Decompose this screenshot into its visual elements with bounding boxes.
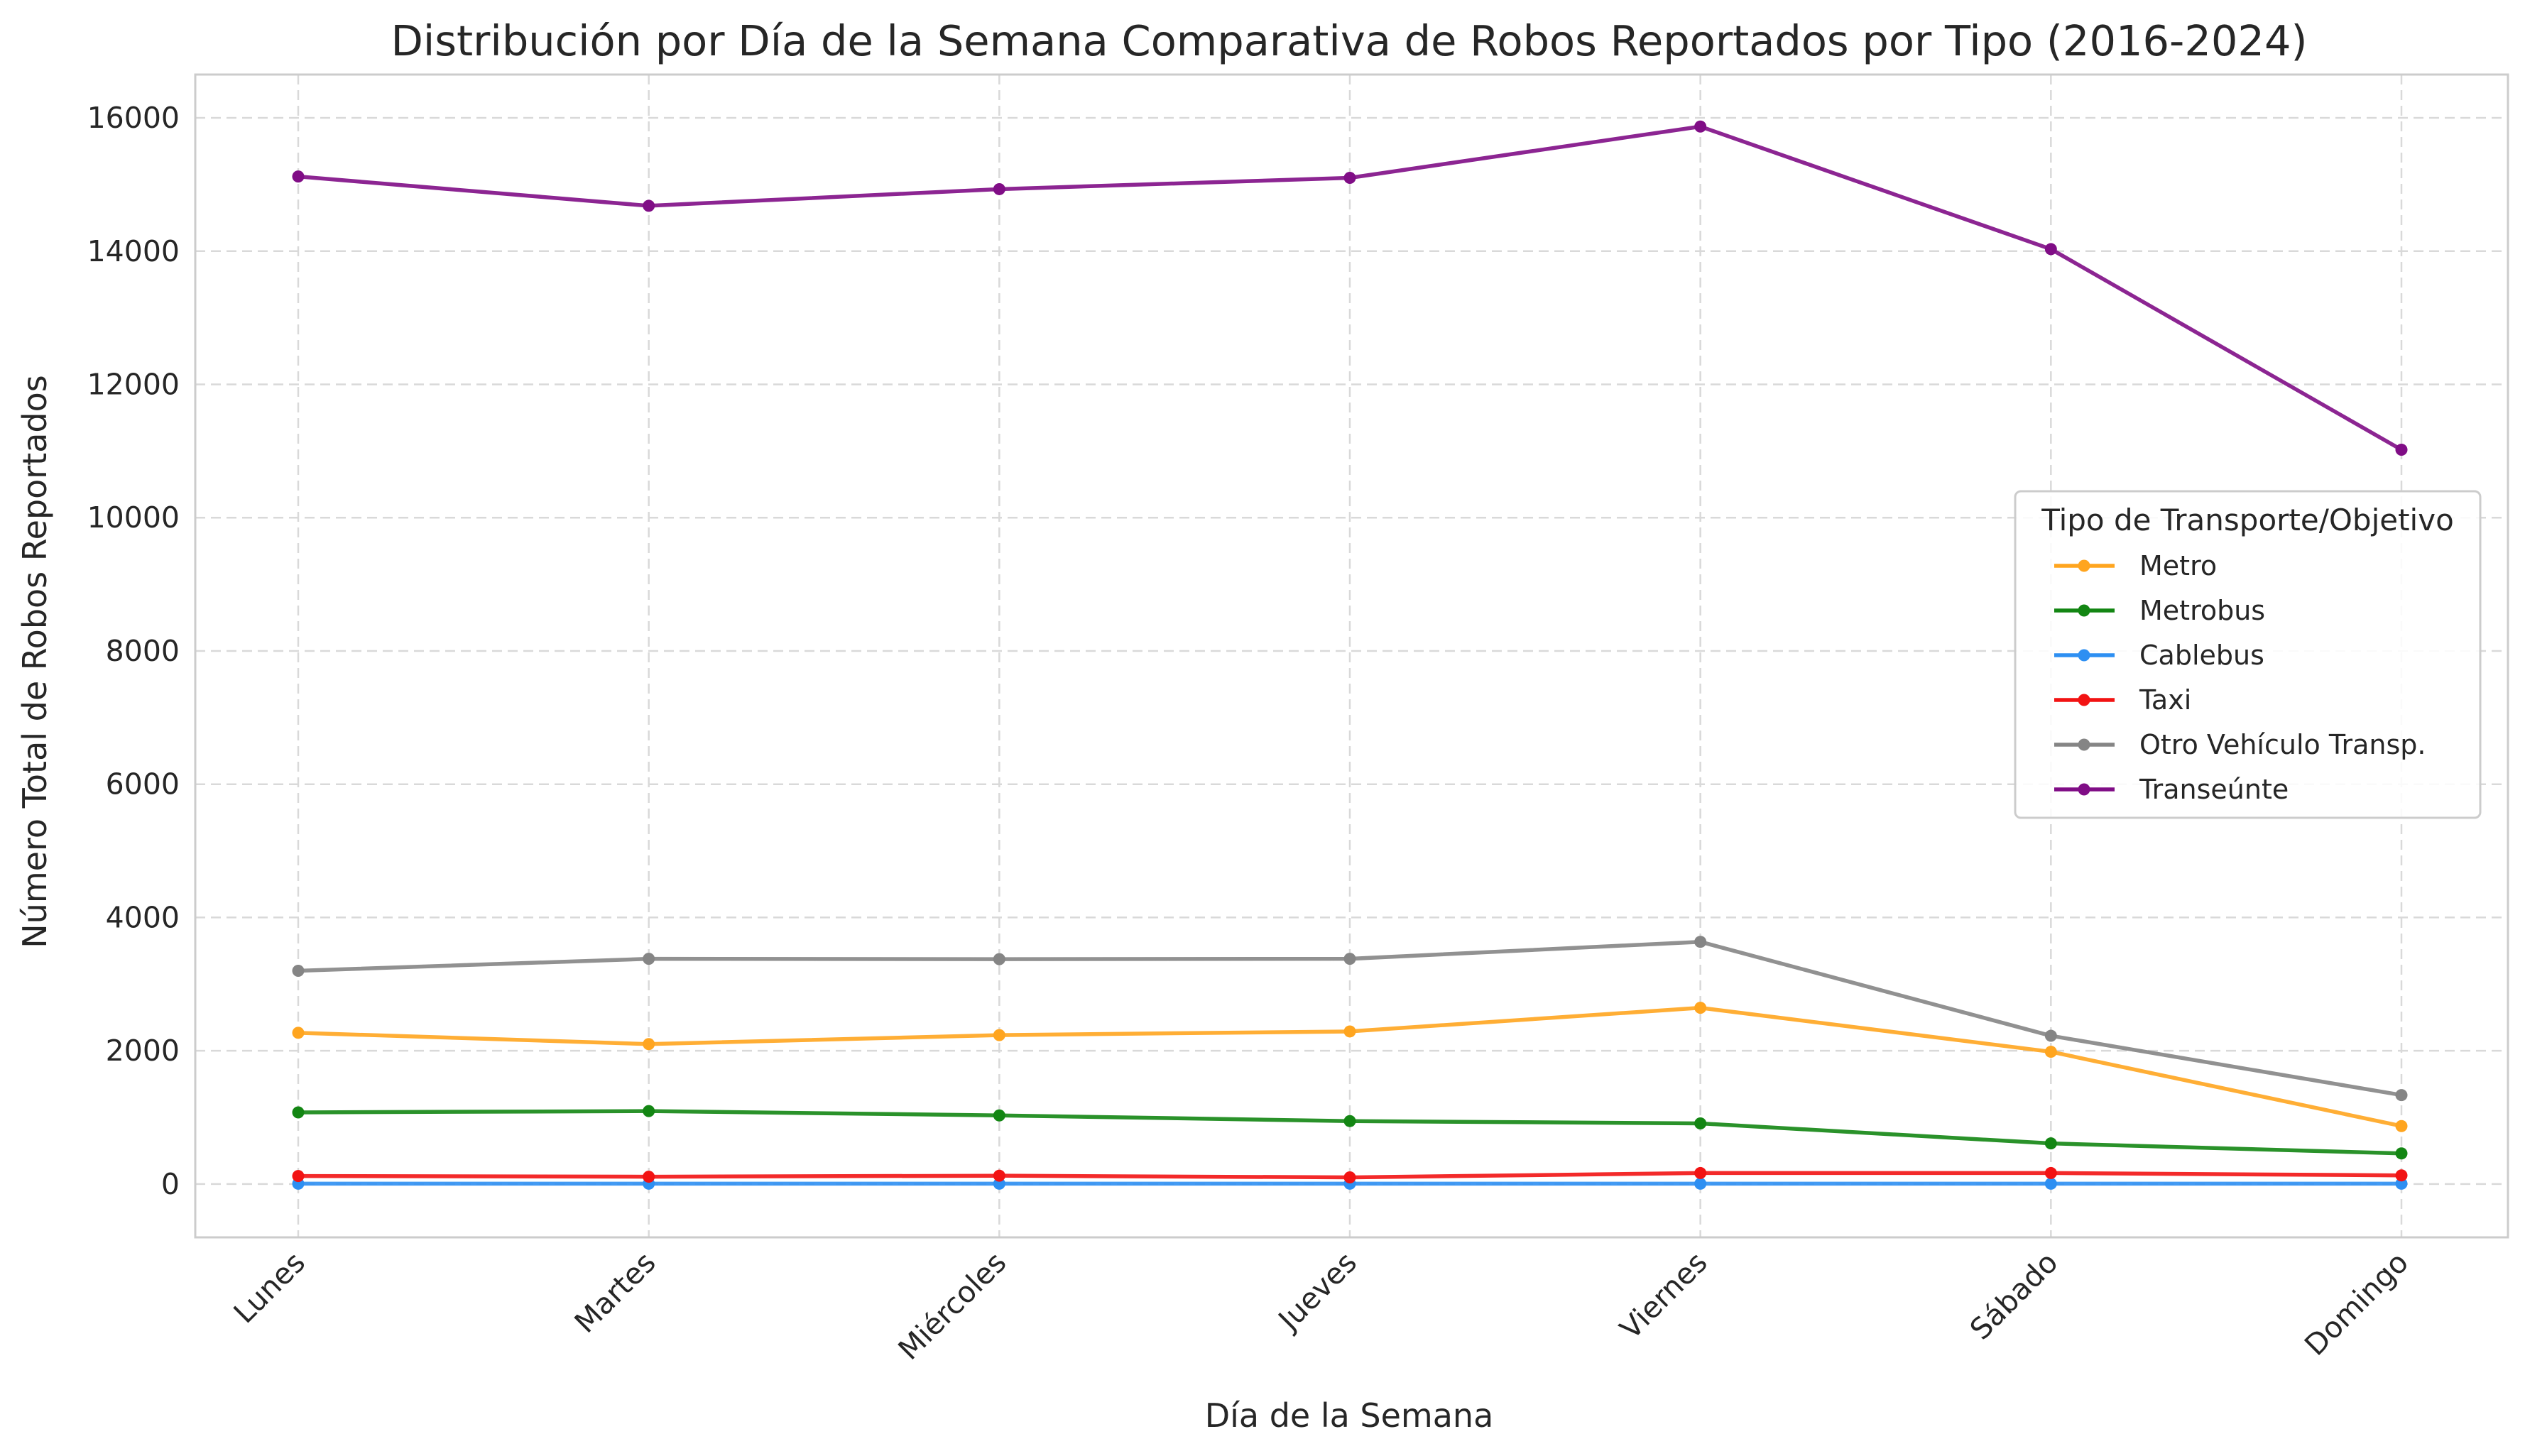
data-point: [993, 953, 1005, 965]
plot-frame: [194, 73, 2509, 1239]
data-point: [292, 1027, 305, 1039]
legend-label: Transeúnte: [2139, 774, 2289, 805]
data-point: [2395, 1120, 2408, 1132]
data-point: [643, 1105, 655, 1117]
y-axis-label: Número Total de Robos Reportados: [16, 375, 54, 948]
legend-label: Otro Vehículo Transp.: [2139, 729, 2426, 760]
legend-swatch-marker: [2078, 783, 2090, 796]
chart-title: Distribución por Día de la Semana Compar…: [391, 16, 2307, 65]
series-metro: [292, 1002, 2408, 1132]
data-point: [993, 1029, 1005, 1041]
legend-item: Otro Vehículo Transp.: [2054, 729, 2426, 760]
data-point: [1343, 1025, 1356, 1038]
legend-swatch-marker: [2078, 604, 2090, 617]
data-point: [643, 1038, 655, 1051]
y-tick-label: 6000: [106, 767, 180, 801]
data-point: [2044, 1046, 2057, 1058]
data-point: [1694, 936, 1707, 948]
data-point: [993, 1169, 1005, 1182]
legend-title: Tipo de Transporte/Objetivo: [2041, 503, 2454, 537]
data-point: [292, 965, 305, 978]
data-point: [1343, 171, 1356, 184]
data-point: [643, 199, 655, 212]
legend-item: Metrobus: [2054, 595, 2265, 626]
data-point: [2044, 1029, 2057, 1042]
data-point: [1343, 1171, 1356, 1184]
data-point: [2044, 1177, 2057, 1190]
legend-swatch-marker: [2078, 649, 2090, 662]
data-point: [292, 1170, 305, 1183]
legend-swatch-marker: [2078, 694, 2090, 706]
y-tick-label: 12000: [87, 367, 180, 401]
y-tick-label: 10000: [87, 500, 180, 535]
data-point: [2395, 1169, 2408, 1182]
data-point: [2044, 1166, 2057, 1179]
legend-item: Taxi: [2054, 684, 2191, 716]
data-point: [1694, 120, 1707, 133]
y-tick-label: 8000: [106, 634, 180, 668]
legend-item: Metro: [2054, 550, 2217, 581]
y-tick-label: 4000: [106, 900, 180, 934]
data-point: [2395, 1089, 2408, 1102]
y-tick-label: 0: [161, 1167, 180, 1201]
data-point: [1694, 1166, 1707, 1179]
legend-label: Metrobus: [2139, 595, 2265, 626]
data-point: [292, 1106, 305, 1119]
legend-label: Metro: [2139, 550, 2217, 581]
data-point: [1343, 953, 1356, 965]
legend-swatch-marker: [2078, 559, 2090, 572]
data-point: [1694, 1002, 1707, 1014]
legend-box: [2014, 490, 2482, 819]
data-point: [1343, 1115, 1356, 1127]
series-taxi: [292, 1166, 2408, 1184]
data-point: [2395, 1177, 2408, 1190]
data-point: [1694, 1177, 1707, 1190]
data-point: [2395, 443, 2408, 456]
legend-label: Cablebus: [2139, 640, 2264, 671]
data-point: [643, 953, 655, 965]
legend: Tipo de Transporte/Objetivo Metro Metrobus…: [2014, 490, 2482, 819]
legend-item: Cablebus: [2054, 640, 2264, 671]
legend-label: Taxi: [2139, 684, 2191, 716]
y-tick-label: 14000: [87, 234, 180, 268]
series-metrobus: [292, 1105, 2408, 1160]
data-point: [993, 1109, 1005, 1122]
data-point: [2044, 1137, 2057, 1150]
x-axis-label: Día de la Semana: [1205, 1396, 1494, 1435]
data-point: [292, 170, 305, 183]
data-point: [2044, 243, 2057, 256]
y-tick-label: 16000: [87, 101, 180, 135]
data-point: [643, 1171, 655, 1183]
data-point: [2395, 1147, 2408, 1160]
data-point: [1694, 1117, 1707, 1129]
y-tick-label: 2000: [106, 1034, 180, 1068]
legend-item: Transeúnte: [2054, 774, 2289, 805]
series-transeunte: [292, 120, 2408, 456]
series-otro-vehiculo-transp: [292, 936, 2408, 1102]
legend-swatch-marker: [2078, 738, 2090, 751]
data-point: [993, 182, 1005, 195]
